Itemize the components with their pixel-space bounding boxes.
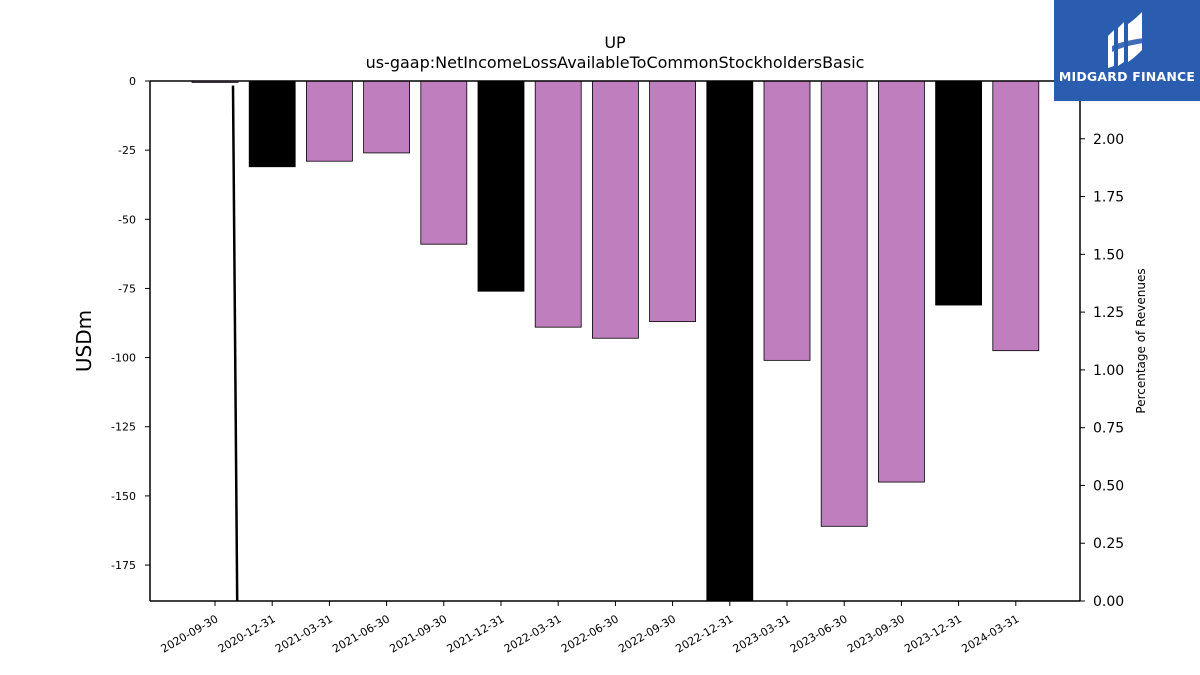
y2-tick-label: 0.75 xyxy=(1093,421,1124,437)
x-tick-label: 2024-03-31 xyxy=(959,612,1021,655)
brand-logo: MIDGARD FINANCE xyxy=(1054,0,1200,101)
y-tick-label: -75 xyxy=(118,282,136,295)
plot-area: 0 -25 -50 -75 -100 -125 -150 -175 0.00 0.25 0.50 0.… xyxy=(111,75,1124,656)
bar-2024-03-31 xyxy=(992,80,1040,352)
bar-2023-03-31 xyxy=(763,80,811,361)
x-tick-label: 2023-09-30 xyxy=(845,612,907,655)
y2-tick-label: 0.00 xyxy=(1093,594,1124,610)
x-tick-label: 2023-06-30 xyxy=(788,612,850,655)
x-tick-label: 2021-06-30 xyxy=(330,612,392,655)
x-tick-label: 2022-12-31 xyxy=(673,612,735,655)
bar-2023-12-31 xyxy=(935,80,982,306)
bar-2022-06-30 xyxy=(592,80,639,339)
line-series-percentage xyxy=(231,85,239,602)
bar-2021-03-31 xyxy=(305,80,353,162)
x-tick-label: 2022-03-31 xyxy=(502,612,564,655)
chart-title: UP xyxy=(604,33,626,52)
bar-2021-12-31 xyxy=(477,80,525,292)
bar-2023-09-30 xyxy=(878,80,925,483)
y2-tick-label: 2.00 xyxy=(1093,132,1124,148)
y2-tick-label: 1.00 xyxy=(1093,363,1124,379)
x-tick-label: 2020-12-31 xyxy=(216,612,278,655)
bar-2021-09-30 xyxy=(420,80,468,245)
x-tick-label: 2021-03-31 xyxy=(273,612,335,655)
x-tick-label: 2023-12-31 xyxy=(902,612,964,655)
y2-tick-label: 1.25 xyxy=(1093,305,1124,321)
y2-tick-label: 0.25 xyxy=(1093,536,1124,552)
chart-subtitle: us-gaap:NetIncomeLossAvailableToCommonSt… xyxy=(366,53,865,72)
x-tick-label: 2023-03-31 xyxy=(731,612,793,655)
y2-tick-label: 1.50 xyxy=(1093,247,1124,263)
y2-tick-label: 0.50 xyxy=(1093,478,1124,494)
x-tick-label: 2022-09-30 xyxy=(616,612,678,655)
y-tick-label: -150 xyxy=(111,490,136,503)
y-tick-label: -25 xyxy=(118,144,136,157)
y-tick-label: 0 xyxy=(129,75,136,88)
bar-2020-12-31 xyxy=(248,80,296,168)
brand-name: MIDGARD FINANCE xyxy=(1058,69,1196,84)
bar-2022-12-31 xyxy=(706,80,754,602)
midgard-logo-icon xyxy=(1108,12,1144,68)
bar-2023-06-30 xyxy=(820,80,868,527)
bar-2022-03-31 xyxy=(534,80,582,328)
x-tick-label: 2021-12-31 xyxy=(445,612,507,655)
x-tick-label: 2021-09-30 xyxy=(387,612,449,655)
y-tick-label: -175 xyxy=(111,559,136,572)
y-axis-label: USDm xyxy=(72,310,96,372)
bar-2022-09-30 xyxy=(649,80,696,323)
y-tick-label: -100 xyxy=(111,352,136,365)
x-tick-label: 2022-06-30 xyxy=(559,612,621,655)
bar-2021-06-30 xyxy=(363,80,411,154)
y-tick-label: -50 xyxy=(118,213,136,226)
y2-axis-label: Percentage of Revenues xyxy=(1134,268,1148,413)
x-tick-label: 2020-09-30 xyxy=(159,612,221,655)
y-tick-label: -125 xyxy=(111,421,136,434)
y2-tick-label: 1.75 xyxy=(1093,190,1124,206)
